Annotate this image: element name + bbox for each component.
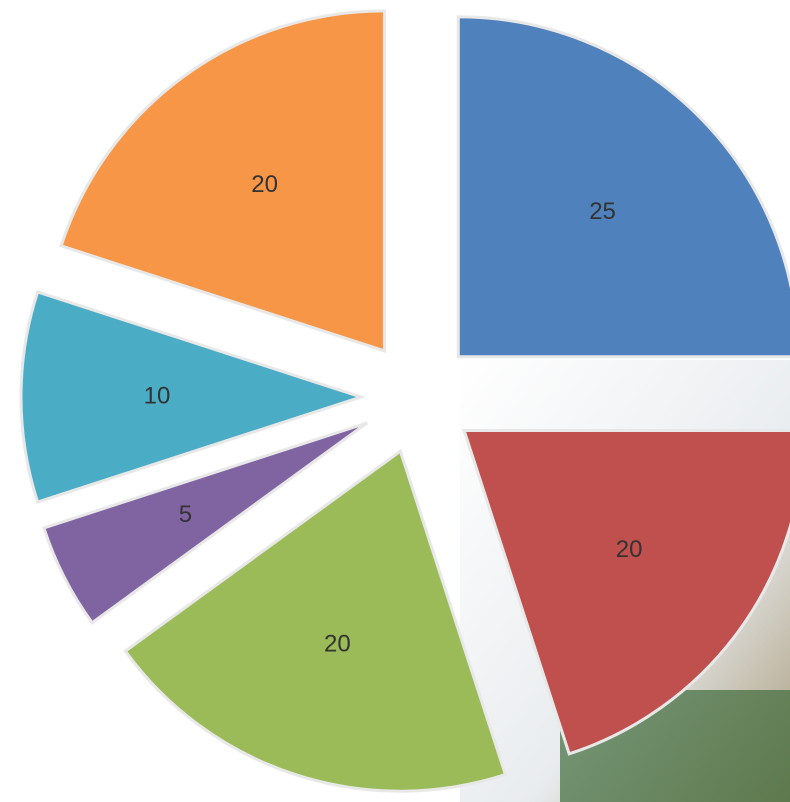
data-label: 20	[324, 631, 351, 658]
chart: 25 20 20 5 10 20	[0, 0, 790, 802]
page: 25202051020 (() => { const data = JSON.p…	[0, 0, 790, 802]
data-label: 20	[251, 171, 278, 198]
pie-slice	[61, 11, 384, 351]
data-label: 10	[144, 382, 171, 409]
data-label: 20	[616, 536, 643, 563]
pie-slice	[458, 17, 790, 357]
data-label: 5	[179, 501, 192, 528]
data-label: 25	[589, 198, 616, 225]
